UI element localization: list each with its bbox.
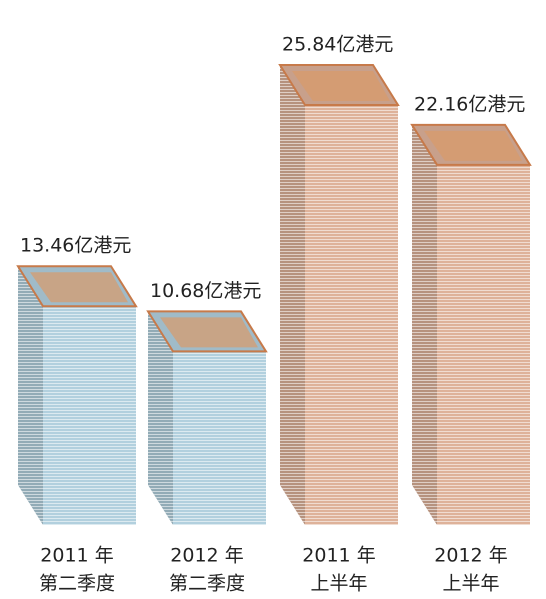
category-label: 2012 年 xyxy=(170,545,243,567)
value-label: 13.46亿港元 xyxy=(20,235,131,257)
category-label: 2011 年 xyxy=(40,545,113,567)
category-label: 第二季度 xyxy=(169,573,245,595)
category-label: 2012 年 xyxy=(434,545,507,567)
stack-side-lines xyxy=(280,65,305,525)
value-label: 22.16亿港元 xyxy=(414,93,525,115)
stack-lines xyxy=(43,306,136,525)
category-label: 2011 年 xyxy=(302,545,375,567)
stack-lines xyxy=(305,105,398,525)
category-label: 上半年 xyxy=(442,573,499,595)
stack-side-lines xyxy=(18,266,43,525)
stack-lines xyxy=(437,165,530,525)
chart: 13.46亿港元2011 年第二季度10.68亿港元2012 年第二季度25.8… xyxy=(0,0,546,599)
stack-side-lines xyxy=(412,125,437,525)
category-label: 第二季度 xyxy=(39,573,115,595)
stack-lines xyxy=(173,351,266,525)
page: 13.46亿港元2011 年第二季度10.68亿港元2012 年第二季度25.8… xyxy=(0,0,546,599)
value-label: 10.68亿港元 xyxy=(150,280,261,302)
category-label: 上半年 xyxy=(310,573,367,595)
value-label: 25.84亿港元 xyxy=(282,34,393,56)
